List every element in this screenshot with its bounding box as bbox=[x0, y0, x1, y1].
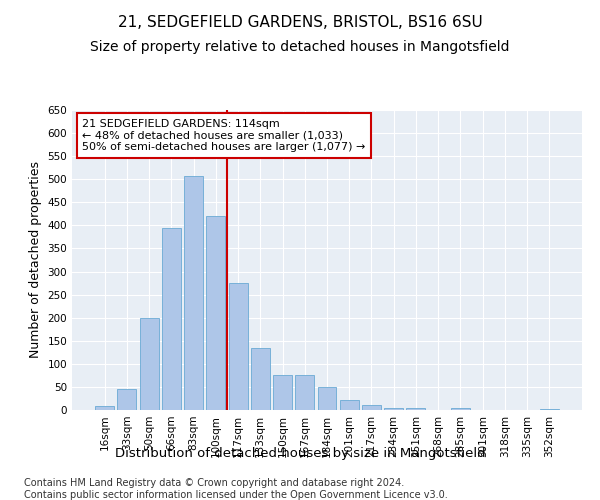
Bar bbox=[162, 228, 181, 410]
Bar bbox=[384, 408, 403, 410]
Bar bbox=[317, 387, 337, 410]
Text: Contains HM Land Registry data © Crown copyright and database right 2024.
Contai: Contains HM Land Registry data © Crown c… bbox=[24, 478, 448, 500]
Bar bbox=[362, 406, 381, 410]
Bar bbox=[406, 408, 425, 410]
Bar bbox=[540, 409, 559, 410]
Text: Size of property relative to detached houses in Mangotsfield: Size of property relative to detached ho… bbox=[90, 40, 510, 54]
Y-axis label: Number of detached properties: Number of detached properties bbox=[29, 162, 42, 358]
Text: Distribution of detached houses by size in Mangotsfield: Distribution of detached houses by size … bbox=[115, 448, 485, 460]
Bar bbox=[451, 408, 470, 410]
Bar bbox=[118, 389, 136, 410]
Bar bbox=[229, 283, 248, 410]
Bar bbox=[206, 216, 225, 410]
Bar bbox=[140, 318, 158, 410]
Bar bbox=[95, 406, 114, 410]
Bar bbox=[273, 376, 292, 410]
Bar bbox=[295, 376, 314, 410]
Text: 21 SEDGEFIELD GARDENS: 114sqm
← 48% of detached houses are smaller (1,033)
50% o: 21 SEDGEFIELD GARDENS: 114sqm ← 48% of d… bbox=[82, 119, 365, 152]
Bar bbox=[340, 400, 359, 410]
Bar bbox=[251, 348, 270, 410]
Text: 21, SEDGEFIELD GARDENS, BRISTOL, BS16 6SU: 21, SEDGEFIELD GARDENS, BRISTOL, BS16 6S… bbox=[118, 15, 482, 30]
Bar bbox=[184, 176, 203, 410]
